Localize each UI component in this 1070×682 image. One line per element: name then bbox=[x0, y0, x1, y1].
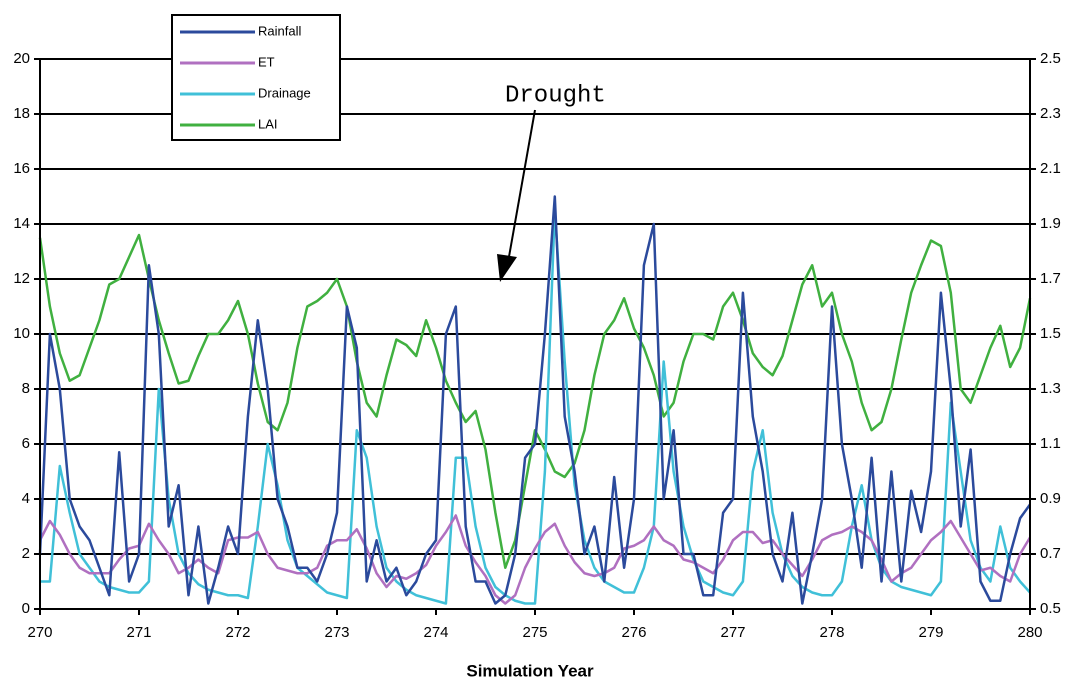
annotation: Drought bbox=[505, 82, 606, 109]
y-tick-label: 16 bbox=[13, 160, 30, 177]
y-tick-label: 6 bbox=[22, 435, 30, 452]
x-tick-label: 277 bbox=[720, 624, 745, 641]
y-tick-label: 18 bbox=[13, 105, 30, 122]
lines bbox=[38, 195, 1032, 605]
y2-tick-label: 2.3 bbox=[1040, 105, 1061, 122]
y2-tick-label: 1.3 bbox=[1040, 380, 1061, 397]
x-tick-label: 270 bbox=[27, 624, 52, 641]
series-line bbox=[40, 209, 1031, 605]
y-tick-label: 10 bbox=[13, 325, 30, 342]
y-tick-label: 0 bbox=[22, 600, 30, 617]
legend-label: ET bbox=[258, 54, 275, 69]
legend-label: LAI bbox=[258, 116, 278, 131]
y-tick-label: 2 bbox=[22, 545, 30, 562]
y2-tick-label: 2.5 bbox=[1040, 50, 1061, 67]
arrow-shaft bbox=[506, 109, 536, 269]
x-tick-label: 280 bbox=[1017, 624, 1042, 641]
legend-label: Drainage bbox=[258, 85, 311, 100]
x-tick-label: 278 bbox=[819, 624, 844, 641]
y2-tick-label: 2.1 bbox=[1040, 160, 1061, 177]
y2-tick-label: 1.5 bbox=[1040, 325, 1061, 342]
y2-tick-label: 0.7 bbox=[1040, 545, 1061, 562]
y2-tick-label: 1.9 bbox=[1040, 215, 1061, 232]
y-tick-label: 4 bbox=[22, 490, 30, 507]
y-tick-label: 20 bbox=[13, 50, 30, 67]
y-tick-label: 12 bbox=[13, 270, 30, 287]
series-line bbox=[38, 195, 1032, 605]
y-tick-label: 8 bbox=[22, 380, 30, 397]
x-tick-label: 272 bbox=[225, 624, 250, 641]
grid bbox=[40, 58, 1030, 610]
y-tick-label: 14 bbox=[13, 215, 30, 232]
x-tick-label: 273 bbox=[324, 624, 349, 641]
legend-box bbox=[171, 14, 341, 141]
axes: 0 2 4 6 8 10 12 14 16 18 20 0.5 0.7 0.9 1.1 1.3 1.5 1.7 1.… bbox=[13, 50, 1061, 641]
x-tick-label: 271 bbox=[126, 624, 151, 641]
y2-tick-label: 1.7 bbox=[1040, 270, 1061, 287]
legend: Rainfall ET Drainage LAI bbox=[171, 14, 341, 141]
y2-tick-label: 0.5 bbox=[1040, 600, 1061, 617]
arrow-head bbox=[497, 254, 517, 282]
y2-tick-label: 0.9 bbox=[1040, 490, 1061, 507]
x-tick-label: 276 bbox=[621, 624, 646, 641]
x-tick-label: 274 bbox=[423, 624, 448, 641]
x-axis-label: Simulation Year bbox=[466, 661, 594, 680]
x-tick-label: 275 bbox=[522, 624, 547, 641]
y2-tick-label: 1.1 bbox=[1040, 435, 1061, 452]
x-tick-label: 279 bbox=[918, 624, 943, 641]
legend-label: Rainfall bbox=[258, 23, 301, 38]
series-line bbox=[38, 233, 1032, 569]
